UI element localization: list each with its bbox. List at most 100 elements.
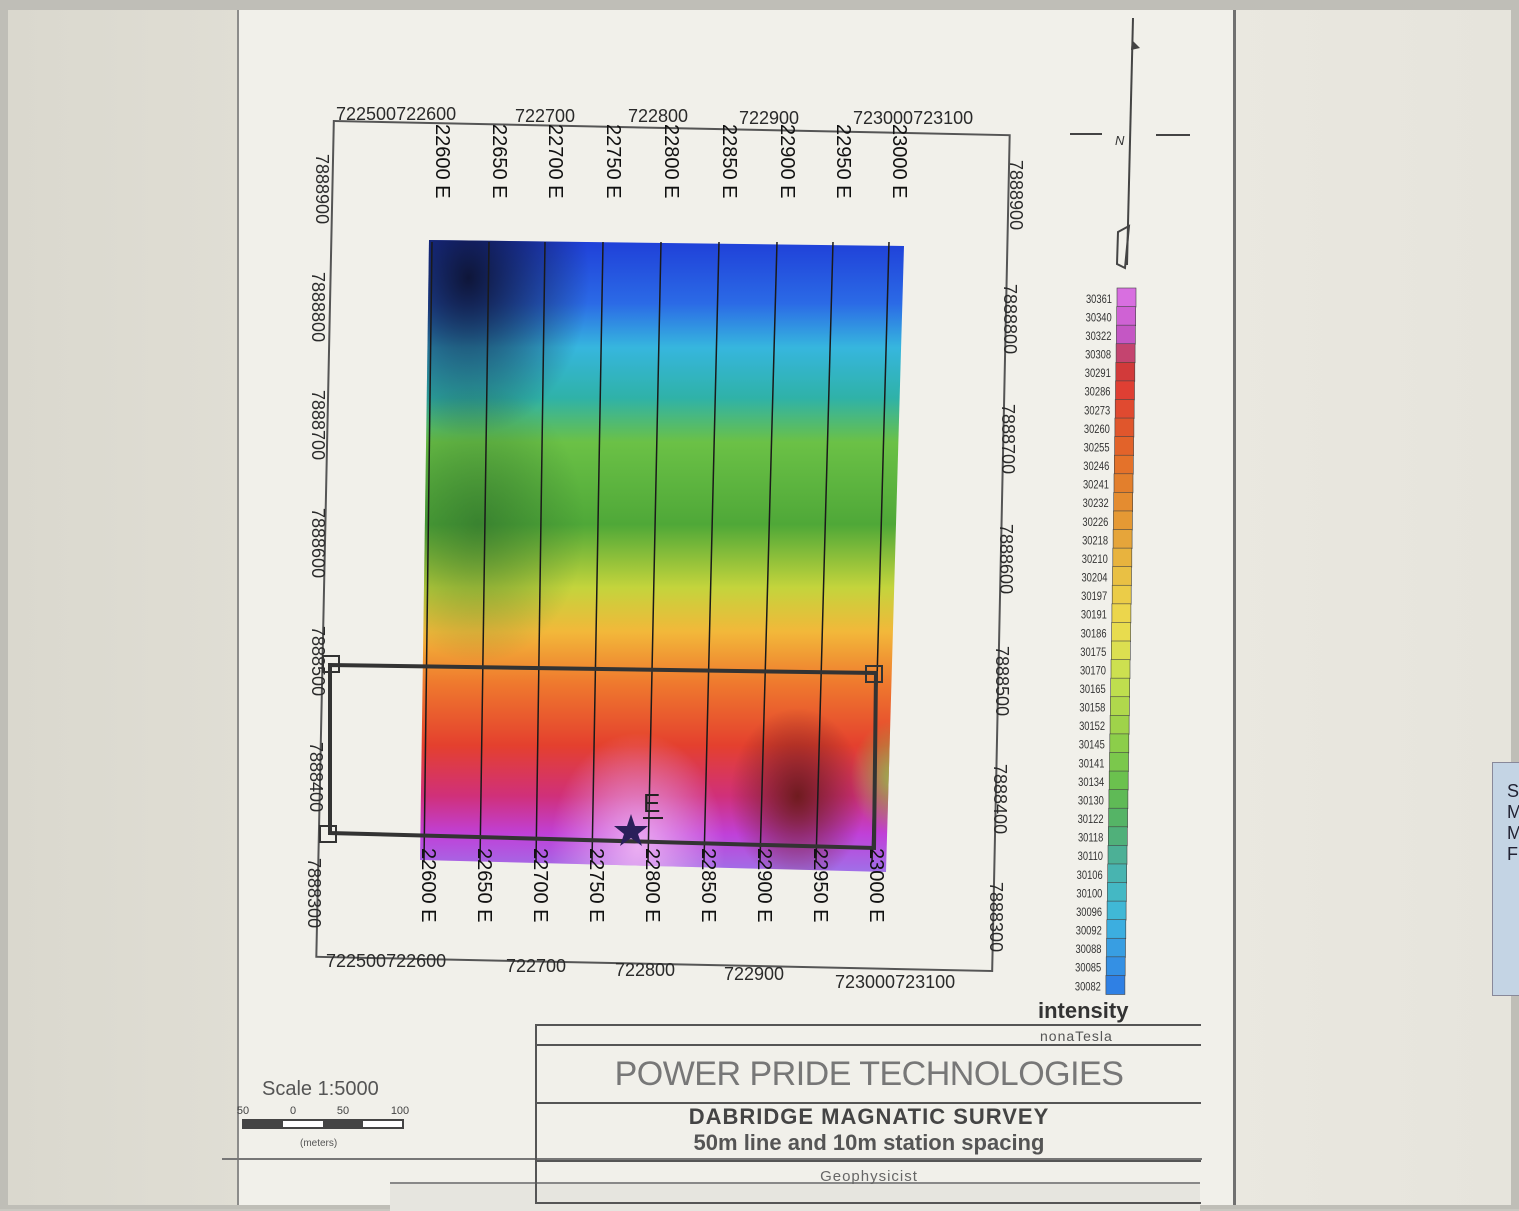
legend-value: 30134 [1078, 776, 1104, 789]
line-label: 22750 E [585, 848, 607, 923]
legend-value: 30088 [1075, 943, 1101, 956]
scalebar: 50 0 50 100 [237, 1105, 409, 1129]
legend-value: 30158 [1079, 702, 1105, 715]
legend-value: 30197 [1081, 590, 1107, 603]
legend-value: 30186 [1081, 627, 1107, 640]
x-tick-label: 722700 [515, 106, 575, 126]
y-tick-label: 7888700 [998, 404, 1018, 474]
legend-value: 30118 [1078, 832, 1103, 845]
legend-swatch [1108, 789, 1129, 810]
x-tick-label: 722800 [615, 960, 675, 980]
y-tick-label: 7888900 [312, 154, 332, 224]
legend-swatch [1106, 919, 1127, 940]
line-label: 23000 E [865, 848, 887, 923]
legend-swatch [1108, 826, 1128, 847]
legend-value: 30165 [1080, 683, 1106, 696]
x-tick-label: 722900 [739, 108, 799, 128]
x-tick-label: 722800 [628, 106, 688, 126]
north-label: N [1115, 133, 1125, 148]
sheet-bottom-rule [222, 1158, 1202, 1160]
legend-swatch [1106, 900, 1127, 921]
line-label: 22900 E [753, 848, 775, 923]
legend-swatch [1115, 343, 1136, 364]
legend-colorbar: 30361 30340 30322 30308 30291 30286 30273 30260… [1075, 287, 1137, 995]
title-block-rule [537, 1160, 1201, 1162]
legend-unit: nonaTesla [1040, 1028, 1113, 1044]
line-label: 23000 E [888, 124, 910, 199]
north-arrow-icon: N [1070, 17, 1190, 270]
y-tick-label: 7888400 [306, 742, 326, 812]
legend-swatch [1107, 863, 1127, 884]
line-label: 22950 E [832, 124, 854, 199]
y-tick-label: 7888900 [1006, 160, 1026, 230]
y-tick-label: 7888600 [308, 508, 328, 578]
line-label: 22850 E [697, 848, 719, 923]
box-handle-tl[interactable] [322, 655, 340, 673]
legend-title: intensity [1038, 998, 1129, 1023]
legend-swatch [1109, 752, 1129, 772]
role-label: Geophysicist [820, 1168, 918, 1185]
survey-line [591, 241, 604, 863]
legend-swatch [1109, 733, 1130, 754]
company-name: POWER PRIDE TECHNOLOGIES [537, 1044, 1201, 1104]
target-zone-box[interactable] [328, 662, 879, 851]
box-handle-tr[interactable] [865, 665, 883, 683]
line-label: 22850 E [718, 124, 740, 199]
legend-value: 30308 [1085, 349, 1111, 362]
x-ticks-bottom: 722500722600 722700 722800 722900 7230007231… [326, 951, 955, 992]
legend-swatch [1116, 324, 1136, 345]
title-block: POWER PRIDE TECHNOLOGIES DABRIDGE MAGNAT… [535, 1024, 1201, 1204]
legend-swatch [1108, 770, 1129, 791]
y-tick-label: 7888700 [308, 390, 328, 460]
legend-swatch [1107, 882, 1127, 902]
legend-value: 30361 [1086, 293, 1112, 306]
legend-value: 30322 [1085, 330, 1111, 343]
legend-value: 30191 [1081, 609, 1107, 622]
line-labels-bottom: 22600 E 22650 E 22700 E 22750 E 22800 E 22850… [417, 848, 887, 923]
box-handle-bl[interactable] [319, 825, 337, 843]
legend-swatch [1111, 622, 1131, 642]
scale-tick-label: 0 [290, 1105, 296, 1117]
legend-value: 30246 [1083, 460, 1109, 473]
legend-value: 30273 [1084, 404, 1110, 417]
survey-line [647, 241, 662, 863]
scale-tick-label: 50 [337, 1105, 349, 1117]
line-label: 22950 E [809, 848, 831, 923]
legend-value: 30096 [1076, 906, 1102, 919]
line-label: 22650 E [473, 848, 495, 923]
legend-value: 30152 [1079, 720, 1105, 733]
line-label: 22600 E [431, 124, 453, 199]
side-panel[interactable]: S M M F [1492, 762, 1519, 996]
survey-line [479, 241, 490, 863]
legend-swatch [1114, 436, 1134, 457]
legend-swatch [1112, 547, 1133, 568]
legend-swatch [1114, 399, 1135, 419]
y-tick-label: 7888800 [308, 272, 328, 342]
x-ticks-top: 722500722600 722700 722800 722900 7230007231… [336, 104, 973, 128]
y-ticks-right: 7888900 7888800 7888700 7888600 7888500 78884… [986, 160, 1026, 952]
legend-value: 30122 [1078, 813, 1104, 826]
target-star-icon[interactable] [614, 814, 648, 846]
legend-swatch [1114, 417, 1135, 438]
legend-value: 30291 [1085, 367, 1111, 380]
survey-line [759, 241, 778, 863]
legend-swatch [1110, 696, 1130, 717]
legend-value: 30204 [1081, 572, 1107, 585]
y-tick-label: 7888500 [992, 646, 1012, 716]
y-tick-label: 7888600 [996, 524, 1016, 594]
legend-value: 30130 [1078, 794, 1104, 807]
legend-swatch [1110, 677, 1130, 698]
bottom-strip [390, 1182, 1200, 1211]
x-tick-label: 723000723100 [853, 108, 973, 128]
legend-value: 30092 [1076, 925, 1102, 938]
survey-line [423, 241, 433, 863]
x-tick-label: 722700 [506, 956, 566, 976]
legend-value: 30340 [1086, 311, 1112, 324]
x-tick-label: 722900 [724, 964, 784, 984]
survey-spacing: 50m line and 10m station spacing [693, 1130, 1045, 1155]
y-ticks-left: 7888900 7888800 7888700 7888600 7888500 78884… [304, 154, 332, 928]
intensity-grid [420, 240, 904, 872]
y-tick-label: 7888500 [308, 626, 328, 696]
legend-swatch [1112, 566, 1132, 587]
